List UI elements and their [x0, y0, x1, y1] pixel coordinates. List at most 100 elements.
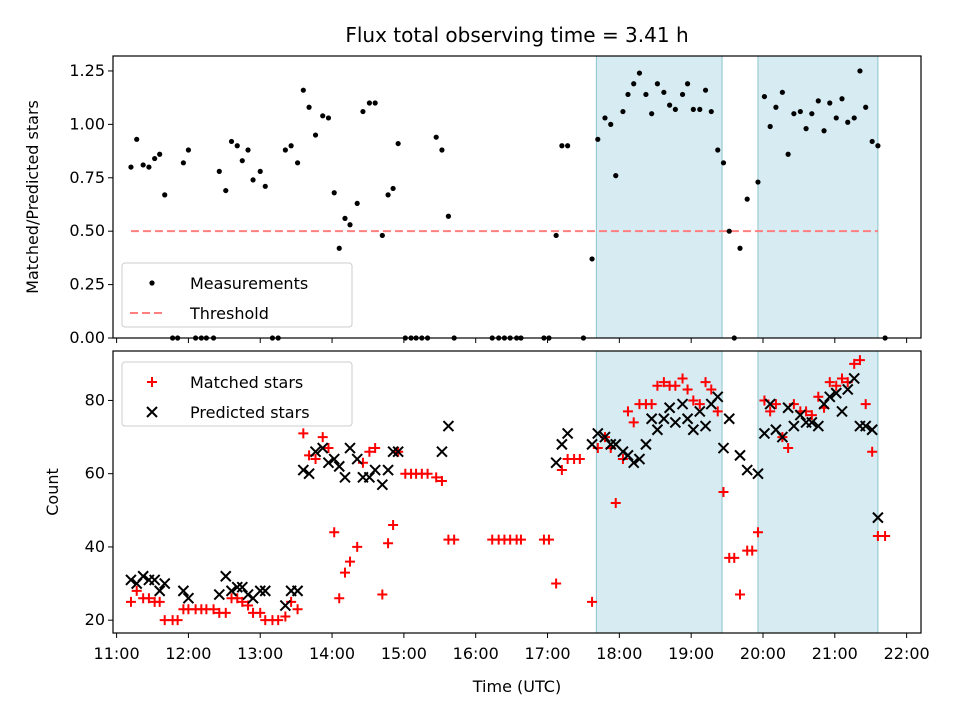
data-point-measurement	[257, 168, 263, 174]
x-tick-label: 16:00	[453, 644, 499, 663]
data-point-matched	[436, 476, 447, 487]
data-point-measurement	[553, 232, 559, 239]
data-point-matched	[694, 399, 705, 410]
data-point-measurement	[559, 143, 565, 149]
y-tick-label: 20	[85, 610, 105, 629]
data-point-matched	[806, 410, 817, 421]
data-point-predicted	[153, 585, 166, 597]
data-point-measurement	[785, 151, 791, 157]
data-point-matched	[334, 593, 345, 604]
y-tick-label: 60	[85, 464, 105, 483]
data-point-matched	[849, 358, 860, 369]
data-point-measurement	[715, 147, 721, 153]
data-point-measurement	[185, 147, 192, 153]
y-tick-label: 0.00	[69, 328, 105, 347]
data-point-matched	[712, 406, 723, 417]
y-axis-label: Matched/Predicted stars	[23, 100, 42, 294]
shaded-interval	[595, 55, 723, 339]
data-point-predicted	[586, 438, 598, 451]
data-point-predicted	[622, 449, 634, 462]
data-point-predicted	[658, 413, 670, 425]
data-point-predicted	[818, 398, 830, 410]
data-point-measurement	[342, 215, 348, 221]
data-point-matched	[770, 399, 781, 410]
legend: Matched stars Predicted stars	[121, 361, 353, 427]
data-point-measurement	[234, 143, 240, 149]
data-point-predicted	[387, 446, 399, 458]
data-point-matched	[658, 377, 669, 388]
data-point-measurement	[690, 106, 696, 113]
data-point-matched	[172, 615, 183, 626]
data-point-measurement	[679, 91, 686, 98]
data-point-predicted	[376, 478, 389, 491]
data-point-predicted	[291, 585, 304, 597]
data-point-measurement	[654, 81, 661, 87]
data-point-predicted	[225, 585, 238, 597]
data-point-measurement	[216, 168, 222, 174]
x-tick-label: 13:00	[237, 644, 283, 663]
data-point-measurement	[180, 160, 186, 166]
data-point-measurement	[875, 143, 881, 149]
data-point-predicted	[254, 585, 266, 597]
y-tick-label: 1.25	[69, 61, 105, 80]
data-point-matched	[836, 373, 847, 384]
data-point-matched	[154, 596, 165, 607]
data-point-matched	[237, 596, 248, 607]
data-point-matched	[449, 534, 460, 545]
data-point-measurement	[320, 113, 326, 119]
data-point-measurement	[325, 115, 332, 121]
data-point-predicted	[177, 585, 190, 597]
data-point-predicted	[309, 446, 322, 458]
data-point-measurement	[372, 100, 378, 106]
data-point-matched	[317, 432, 328, 443]
series-measurements	[128, 68, 888, 341]
data-point-matched	[131, 585, 142, 596]
data-point-matched	[783, 443, 794, 454]
data-point-matched	[718, 487, 729, 497]
data-point-measurement	[140, 162, 146, 168]
data-point-measurement	[245, 147, 251, 153]
data-point-predicted	[859, 420, 872, 432]
data-point-predicted	[723, 413, 735, 425]
data-point-predicted	[328, 453, 340, 465]
data-point-predicted	[351, 453, 363, 465]
legend-marker	[149, 280, 155, 286]
top-panel-ratio-plot: 0.00 0.25 0.50 0.75 1.00 1.25 Matched/Predicte…	[23, 55, 922, 347]
data-point-measurement	[134, 136, 140, 142]
data-point-matched	[143, 593, 154, 604]
data-point-measurement	[773, 104, 779, 110]
data-point-matched	[854, 355, 865, 366]
data-point-measurement	[385, 192, 391, 198]
data-point-matched	[383, 538, 394, 549]
x-tick-label: 20:00	[740, 644, 786, 663]
legend-box	[121, 262, 353, 328]
data-point-measurement	[803, 126, 809, 132]
data-point-matched	[747, 545, 758, 556]
data-point-predicted	[752, 467, 764, 480]
data-point-matched	[298, 428, 309, 439]
data-point-predicted	[148, 574, 161, 586]
data-point-measurement	[395, 140, 401, 147]
data-point-predicted	[782, 402, 794, 414]
data-point-predicted	[758, 427, 771, 440]
data-point-predicted	[236, 581, 248, 593]
data-point-predicted	[812, 420, 825, 432]
data-point-matched	[515, 534, 526, 545]
data-point-predicted	[333, 460, 345, 473]
data-point-predicted	[550, 456, 562, 469]
data-point-measurement	[331, 190, 337, 196]
data-point-predicted	[561, 427, 574, 440]
data-point-matched	[752, 527, 763, 538]
data-point-predicted	[663, 402, 676, 414]
data-point-measurement	[625, 91, 631, 98]
data-point-matched	[831, 380, 842, 391]
data-point-matched	[377, 589, 388, 600]
legend: Measurements Threshold	[121, 262, 353, 328]
data-point-measurement	[649, 111, 655, 117]
data-point-matched	[682, 384, 693, 395]
legend-label: Measurements	[190, 274, 308, 293]
data-point-matched	[652, 380, 663, 391]
data-point-measurement	[613, 173, 619, 179]
data-point-predicted	[213, 588, 226, 601]
data-point-matched	[280, 611, 291, 622]
